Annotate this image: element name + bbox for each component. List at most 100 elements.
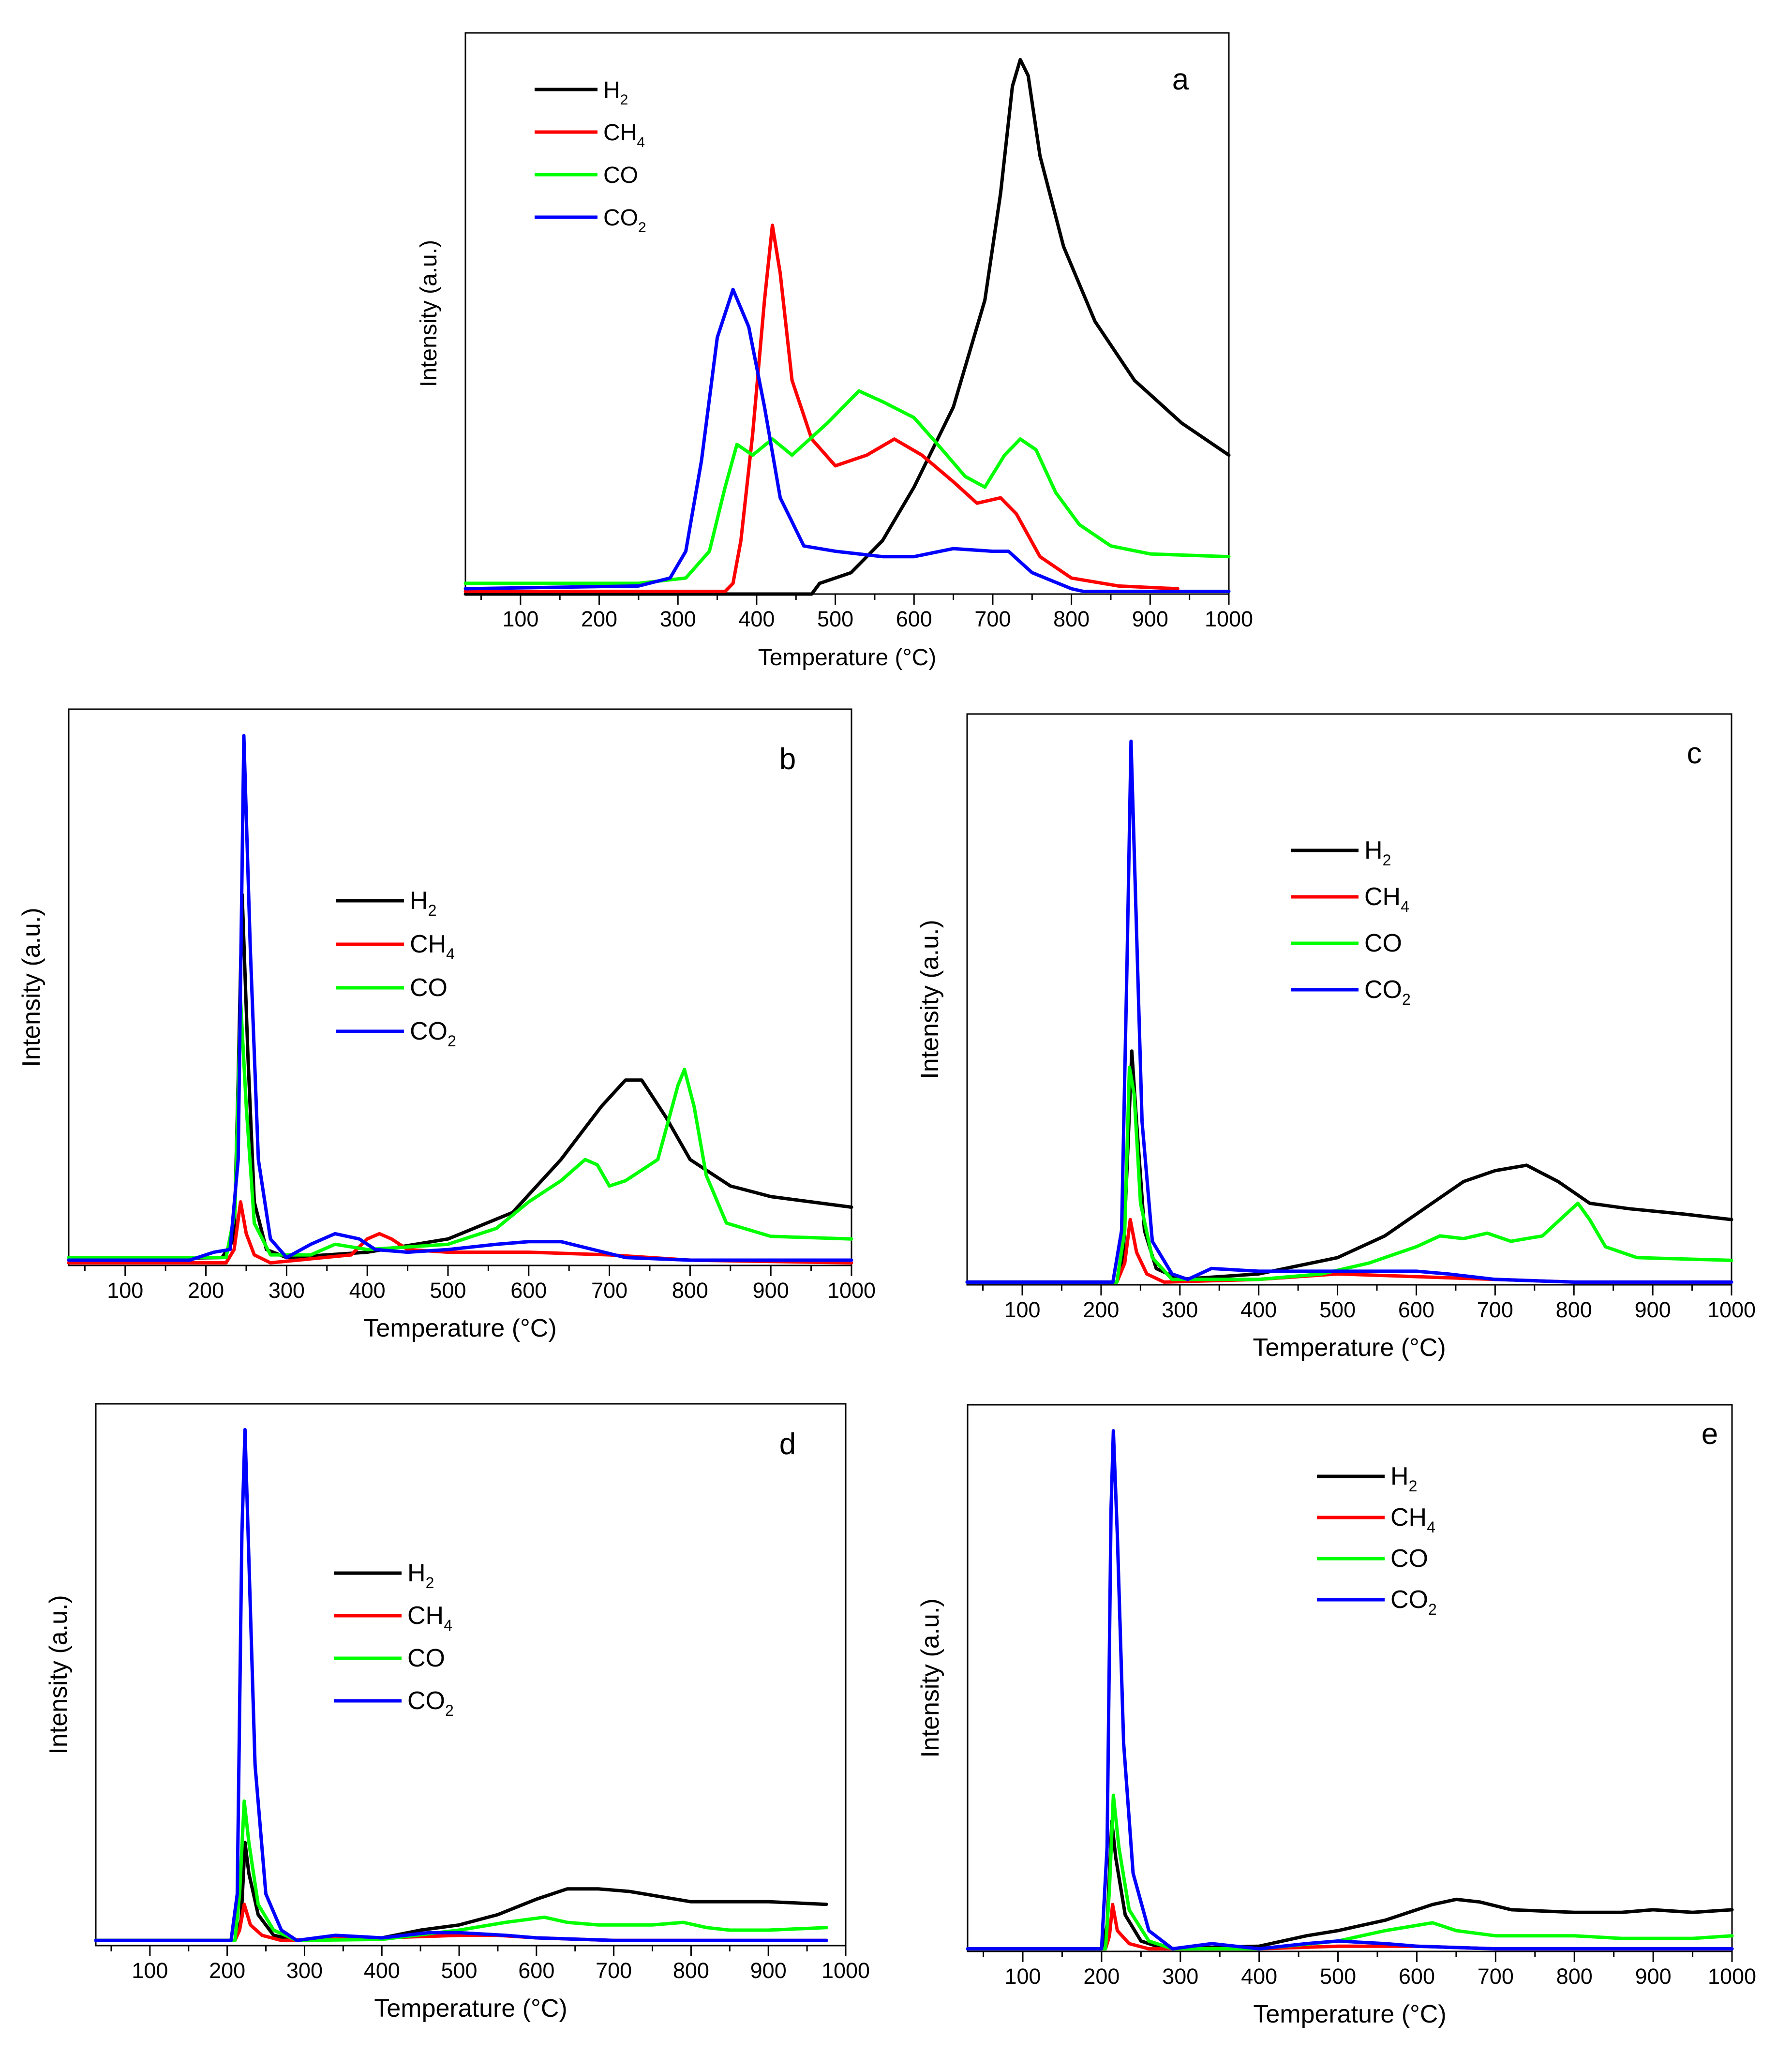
- legend-label-text: CH: [603, 120, 637, 146]
- series-line-co: [966, 1793, 1734, 1951]
- legend-label-h2: H2: [1364, 836, 1391, 869]
- x-tick-label: 900: [1635, 1964, 1672, 1989]
- legend-label-subscript: 2: [1402, 991, 1411, 1008]
- panel-c: 100 200 300 400 500 600 700 800 900 1000 Temperatu…: [916, 713, 1756, 1362]
- legend-label-subscript: 2: [620, 92, 628, 108]
- x-tick-label: 1000: [1205, 607, 1253, 631]
- series-line-co2: [463, 287, 1231, 593]
- x-tick-label: 500: [1319, 1297, 1356, 1322]
- series-line-h2: [94, 1841, 828, 1942]
- legend-label-h2: H2: [407, 1559, 434, 1592]
- plot-frame: [464, 32, 1230, 595]
- panel-letter: a: [1172, 63, 1189, 96]
- legend-label-subscript: 4: [1427, 1518, 1435, 1536]
- x-tick-label: 800: [672, 1278, 708, 1303]
- legend-label-text: CH: [1390, 1503, 1427, 1532]
- series-line-h2: [463, 58, 1231, 596]
- series-line-ch4: [463, 223, 1180, 593]
- series-line-h2: [965, 1049, 1733, 1284]
- series-line-ch4: [94, 1903, 828, 1942]
- series-line-co2: [67, 734, 853, 1262]
- legend-label-ch4: CH4: [603, 120, 645, 150]
- legend-label-h2: H2: [410, 887, 436, 919]
- x-tick-label: 1000: [827, 1278, 876, 1303]
- series-line-co: [94, 1799, 828, 1942]
- x-tick-label: 300: [286, 1958, 323, 1983]
- series-line-h2: [966, 1819, 1734, 1951]
- x-tick-label: 400: [738, 607, 775, 631]
- legend-label-text: CO: [410, 1017, 448, 1045]
- x-tick-label: 400: [1240, 1297, 1277, 1322]
- legend-label-subscript: 4: [446, 945, 455, 963]
- legend-label-co2: CO2: [407, 1687, 454, 1719]
- legend-label-subscript: 2: [428, 902, 437, 919]
- series-line-ch4: [67, 1200, 853, 1265]
- series-line-h2: [67, 893, 853, 1262]
- x-tick-label: 1000: [1707, 1297, 1756, 1322]
- panel-d: 100 200 300 400 500 600 700 800 900 1000 Temperatu…: [45, 1403, 870, 2023]
- x-tick-label: 800: [1053, 607, 1090, 631]
- series-line-co2: [94, 1428, 828, 1942]
- x-tick-label: 600: [510, 1278, 547, 1303]
- x-tick-label: 500: [1320, 1964, 1356, 1989]
- legend-label-text: H: [1364, 836, 1383, 864]
- plot-frame: [966, 713, 1732, 1286]
- panel-e: 100 200 300 400 500 600 700 800 900 1000 Temperatu…: [916, 1404, 1756, 2028]
- panel-b: 100 200 300 400 500 600 700 800 900 1000 Temperatu…: [17, 708, 876, 1342]
- panel-letter: b: [779, 743, 796, 776]
- x-tick-label: 700: [596, 1958, 632, 1983]
- x-tick-label: 400: [349, 1278, 386, 1303]
- x-tick-label: 800: [1556, 1964, 1593, 1989]
- legend-label-co: CO: [407, 1644, 445, 1672]
- y-axis-label: Intensity (a.u.): [916, 920, 944, 1079]
- legend-label-subscript: 2: [1428, 1601, 1437, 1618]
- x-tick-label: 600: [518, 1958, 554, 1983]
- legend-label-subscript: 2: [1409, 1477, 1418, 1495]
- plot-frame: [95, 1403, 847, 1947]
- legend-label-text: CO: [407, 1687, 445, 1715]
- x-tick-label: 100: [1004, 1297, 1040, 1322]
- x-tick-label: 400: [1241, 1964, 1277, 1989]
- y-axis-label: Intensity (a.u.): [916, 1598, 944, 1757]
- panel-a: 100 200 300 400 500 600 700 800 900 1000 Temperatu…: [416, 32, 1253, 670]
- y-axis-label: Intensity (a.u.): [416, 240, 442, 387]
- legend-label-h2: H2: [1390, 1462, 1417, 1495]
- legend-label-subscript: 4: [637, 134, 645, 150]
- legend-label-text: CH: [1364, 883, 1401, 911]
- x-tick-label: 600: [896, 607, 932, 631]
- legend-label-ch4: CH4: [410, 930, 455, 963]
- x-axis-label: Temperature (°C): [1253, 2000, 1446, 2028]
- x-tick-label: 700: [1477, 1297, 1513, 1322]
- legend-label-co: CO: [410, 974, 448, 1002]
- x-tick-label: 700: [591, 1278, 627, 1303]
- x-tick-label: 800: [673, 1958, 709, 1983]
- x-tick-label: 400: [364, 1958, 400, 1983]
- legend-label-text: CH: [410, 930, 446, 958]
- x-tick-label: 900: [753, 1278, 789, 1303]
- legend-label-text: CO: [407, 1644, 445, 1672]
- x-tick-label: 100: [1004, 1964, 1041, 1989]
- x-tick-label: 1000: [821, 1958, 870, 1983]
- x-tick-label: 300: [660, 607, 696, 631]
- legend-label-subscript: 2: [1383, 851, 1391, 869]
- x-axis-label: Temperature (°C): [374, 1994, 567, 2023]
- x-tick-label: 500: [430, 1278, 466, 1303]
- legend-label-text: CO: [1390, 1545, 1428, 1573]
- panel-letter: e: [1702, 1417, 1718, 1451]
- x-axis-label: Temperature (°C): [363, 1314, 556, 1342]
- legend-label-text: CO: [603, 163, 638, 188]
- x-tick-label: 300: [269, 1278, 305, 1303]
- legend-label-subscript: 2: [448, 1032, 456, 1050]
- x-tick-label: 200: [209, 1958, 245, 1983]
- legend-label-ch4: CH4: [1364, 883, 1409, 915]
- x-tick-label: 500: [817, 607, 853, 631]
- x-tick-label: 200: [188, 1278, 224, 1303]
- legend-label-text: H: [603, 77, 620, 103]
- series-line-co2: [965, 739, 1733, 1284]
- x-tick-label: 200: [1083, 1964, 1120, 1989]
- x-tick-label: 800: [1556, 1297, 1592, 1322]
